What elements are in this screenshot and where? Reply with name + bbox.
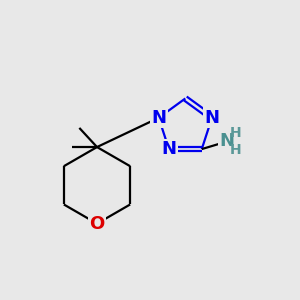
- Text: N: N: [204, 109, 219, 127]
- Text: H: H: [230, 143, 241, 157]
- Text: H: H: [230, 126, 241, 140]
- Text: N: N: [151, 109, 166, 127]
- Text: N: N: [161, 140, 176, 158]
- Text: N: N: [220, 133, 235, 151]
- Text: O: O: [89, 214, 105, 232]
